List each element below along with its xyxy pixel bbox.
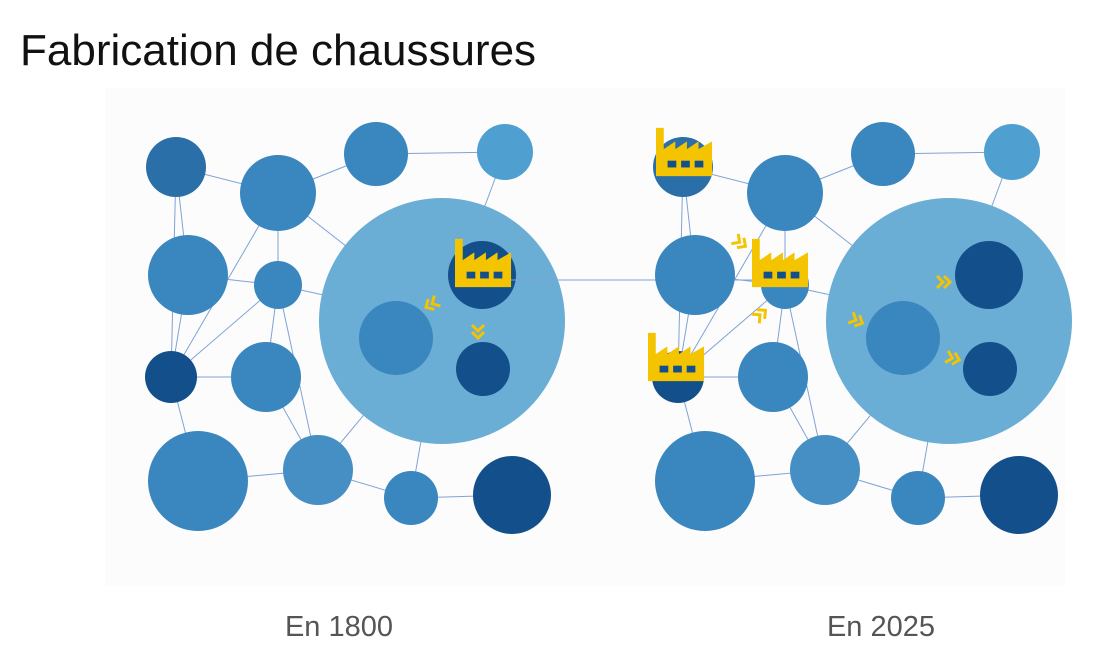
node xyxy=(456,342,510,396)
node xyxy=(283,435,353,505)
node xyxy=(384,471,438,525)
node xyxy=(955,241,1023,309)
node xyxy=(790,435,860,505)
node xyxy=(655,431,755,531)
node xyxy=(148,235,228,315)
caption: En 1800 xyxy=(285,611,393,643)
node xyxy=(891,471,945,525)
node xyxy=(655,235,735,315)
node xyxy=(231,342,301,412)
networks xyxy=(145,122,1072,534)
node xyxy=(738,342,808,412)
node xyxy=(359,301,433,375)
node xyxy=(240,155,316,231)
node xyxy=(963,342,1017,396)
node xyxy=(984,124,1040,180)
node xyxy=(477,124,533,180)
caption: En 2025 xyxy=(827,611,935,643)
node xyxy=(148,431,248,531)
node xyxy=(319,198,565,444)
node xyxy=(146,137,206,197)
node xyxy=(145,351,197,403)
node xyxy=(851,122,915,186)
node xyxy=(747,155,823,231)
node xyxy=(980,456,1058,534)
network xyxy=(482,122,1072,534)
node xyxy=(254,261,302,309)
node xyxy=(866,301,940,375)
title: Fabrication de chaussures xyxy=(20,26,536,75)
node xyxy=(473,456,551,534)
node xyxy=(344,122,408,186)
